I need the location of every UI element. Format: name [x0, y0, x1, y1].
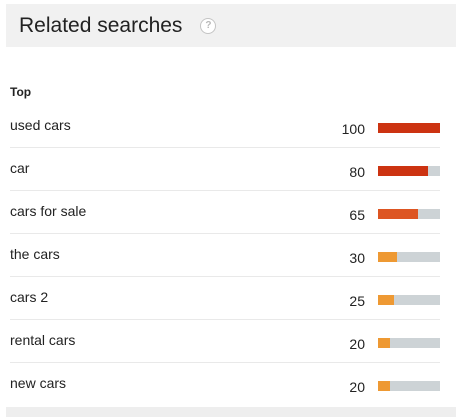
- related-searches-header: Related searches ?: [6, 4, 456, 47]
- related-searches-list: used cars 100 car 80 cars for sale 65 the cars…: [10, 105, 440, 406]
- search-score-value: 20: [349, 379, 365, 395]
- search-score-bar-fill: [378, 295, 394, 305]
- section-label-top: Top: [10, 85, 32, 99]
- search-score-bar-fill: [378, 209, 419, 219]
- page-title: Related searches: [19, 13, 183, 37]
- list-item[interactable]: the cars 30: [10, 234, 440, 277]
- search-score-bar[interactable]: [378, 295, 440, 305]
- search-term-link[interactable]: the cars: [10, 246, 60, 262]
- search-score-bar[interactable]: [378, 123, 440, 133]
- search-score-bar[interactable]: [378, 166, 440, 176]
- search-score-bar-fill: [378, 338, 391, 348]
- search-term-link[interactable]: new cars: [10, 375, 67, 391]
- search-score-bar[interactable]: [378, 338, 440, 348]
- footer-divider: [6, 407, 456, 417]
- list-item[interactable]: rental cars 20: [10, 320, 440, 363]
- list-item[interactable]: cars for sale 65: [10, 191, 440, 234]
- list-item[interactable]: new cars 20: [10, 363, 440, 406]
- search-score-value: 100: [341, 121, 365, 137]
- search-score-value: 80: [349, 164, 365, 180]
- search-score-value: 30: [349, 250, 365, 266]
- search-term-link[interactable]: cars 2: [10, 289, 49, 305]
- search-score-bar-fill: [378, 252, 397, 262]
- search-term-link[interactable]: used cars: [10, 117, 71, 133]
- search-score-value: 25: [349, 293, 365, 309]
- help-icon[interactable]: ?: [200, 17, 217, 34]
- search-score-bar-fill: [378, 381, 391, 391]
- search-score-value: 65: [349, 207, 365, 223]
- search-score-bar[interactable]: [378, 381, 440, 391]
- search-score-bar-fill: [378, 166, 428, 176]
- search-term-link[interactable]: car: [10, 160, 30, 176]
- list-item[interactable]: cars 2 25: [10, 277, 440, 320]
- search-score-bar[interactable]: [378, 209, 440, 219]
- search-score-bar-fill: [378, 123, 440, 133]
- list-item[interactable]: used cars 100: [10, 105, 440, 148]
- search-score-bar[interactable]: [378, 252, 440, 262]
- search-score-value: 20: [349, 336, 365, 352]
- search-term-link[interactable]: rental cars: [10, 332, 76, 348]
- list-item[interactable]: car 80: [10, 148, 440, 191]
- search-term-link[interactable]: cars for sale: [10, 203, 87, 219]
